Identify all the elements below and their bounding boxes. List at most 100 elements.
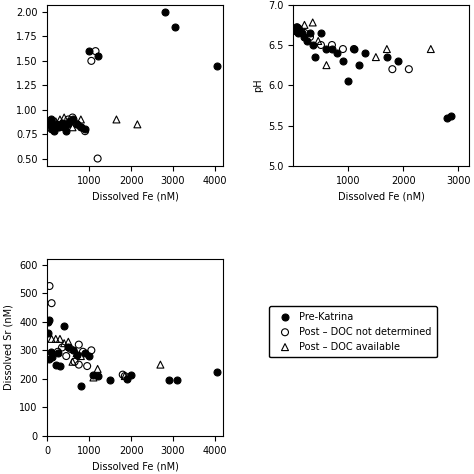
Pre-Katrina	[94, 372, 101, 380]
Point	[301, 21, 308, 28]
Point	[295, 25, 303, 33]
Pre-Katrina	[45, 318, 52, 326]
Pre-Katrina	[69, 346, 76, 354]
Point	[294, 29, 301, 36]
Post – DOC not determined	[79, 348, 87, 356]
Point	[447, 112, 455, 120]
Pre-Katrina	[85, 352, 93, 360]
Pre-Katrina	[77, 382, 85, 390]
Post – DOC available	[73, 349, 81, 357]
Y-axis label: pH: pH	[253, 79, 263, 92]
Point	[339, 45, 346, 53]
Point	[69, 124, 76, 131]
Point	[85, 47, 93, 55]
Point	[64, 120, 72, 128]
Point	[345, 77, 352, 85]
Pre-Katrina	[90, 371, 97, 378]
Post – DOC not determined	[75, 341, 82, 348]
Legend: Pre-Katrina, Post – DOC not determined, Post – DOC available: Pre-Katrina, Post – DOC not determined, …	[269, 306, 437, 357]
Point	[73, 120, 81, 128]
Point	[73, 120, 81, 128]
Post – DOC available	[69, 358, 76, 365]
Point	[134, 120, 141, 128]
Point	[339, 57, 346, 65]
Post – DOC not determined	[71, 358, 78, 365]
X-axis label: Dissolved Fe (nM): Dissolved Fe (nM)	[338, 191, 425, 201]
Pre-Katrina	[123, 375, 131, 383]
Point	[291, 25, 298, 33]
Pre-Katrina	[165, 376, 173, 384]
Post – DOC not determined	[54, 348, 62, 356]
Point	[301, 29, 308, 36]
Pre-Katrina	[48, 354, 55, 361]
Post – DOC available	[48, 335, 55, 343]
Post – DOC available	[52, 335, 60, 343]
Pre-Katrina	[56, 362, 64, 370]
Pre-Katrina	[173, 376, 181, 384]
Point	[77, 124, 85, 131]
Pre-Katrina	[45, 317, 53, 324]
Pre-Katrina	[73, 351, 81, 358]
Point	[69, 114, 76, 121]
Pre-Katrina	[60, 322, 68, 330]
Point	[161, 8, 168, 16]
Pre-Katrina	[106, 376, 114, 384]
Point	[54, 124, 62, 131]
Pre-Katrina	[128, 371, 135, 378]
Point	[47, 116, 55, 123]
Post – DOC not determined	[67, 345, 74, 353]
Point	[81, 126, 89, 133]
Point	[394, 57, 401, 65]
Pre-Katrina	[54, 349, 62, 357]
Point	[317, 41, 325, 49]
Post – DOC not determined	[121, 372, 128, 380]
Point	[171, 23, 179, 30]
Point	[50, 128, 57, 135]
Post – DOC not determined	[48, 300, 55, 307]
Point	[52, 120, 60, 128]
Point	[213, 62, 221, 70]
Point	[301, 33, 308, 41]
Point	[383, 45, 391, 53]
X-axis label: Dissolved Fe (nM): Dissolved Fe (nM)	[92, 191, 179, 201]
Post – DOC not determined	[88, 346, 95, 354]
Point	[306, 29, 314, 36]
Point	[328, 45, 336, 53]
Post – DOC available	[60, 339, 68, 347]
Point	[113, 116, 120, 123]
X-axis label: Dissolved Fe (nM): Dissolved Fe (nM)	[92, 461, 179, 471]
Point	[88, 57, 95, 64]
Point	[58, 119, 66, 127]
Point	[77, 124, 85, 131]
Post – DOC available	[156, 361, 164, 368]
Post – DOC available	[64, 338, 72, 346]
Point	[323, 61, 330, 69]
Post – DOC not determined	[46, 282, 53, 290]
Point	[298, 29, 306, 36]
Point	[295, 27, 303, 34]
Post – DOC not determined	[58, 344, 66, 351]
Point	[64, 118, 72, 125]
Post – DOC available	[121, 372, 128, 380]
Point	[312, 53, 319, 61]
Pre-Katrina	[81, 349, 89, 357]
Point	[81, 128, 89, 135]
Pre-Katrina	[64, 344, 72, 351]
Point	[328, 41, 336, 49]
Post – DOC not determined	[63, 352, 70, 360]
Point	[77, 116, 85, 123]
Post – DOC available	[77, 352, 85, 360]
Y-axis label: Dissolved Sr (nM): Dissolved Sr (nM)	[4, 304, 14, 391]
Point	[94, 155, 101, 162]
Post – DOC available	[90, 374, 97, 381]
Point	[405, 65, 413, 73]
Point	[356, 61, 363, 69]
Point	[67, 118, 74, 125]
Point	[293, 24, 301, 31]
Point	[317, 29, 325, 36]
Point	[314, 37, 322, 45]
Pre-Katrina	[213, 368, 221, 375]
Point	[60, 124, 68, 131]
Point	[292, 27, 300, 34]
Post – DOC not determined	[75, 361, 82, 368]
